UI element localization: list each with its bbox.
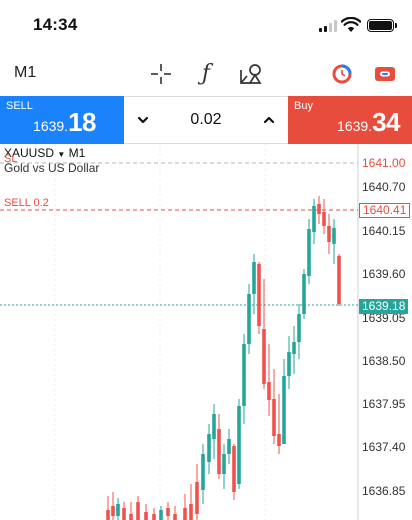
objects-icon[interactable] [238,62,264,86]
symbol-name: XAUUSD [4,146,55,160]
candles [106,196,341,520]
candle-body [277,434,281,446]
sell-order-label: SELL 0.2 [4,197,49,209]
candle-body [222,454,226,474]
symbol-timeframe: M1 [68,146,86,160]
candle-body [242,344,246,406]
candle-body [122,508,126,520]
candle-body [317,204,321,214]
candle-body [252,262,256,294]
price-axis-tick: 1639.05 [362,311,406,325]
volume-control: 0.02 [124,96,288,144]
price-axis-tick: 1640.70 [362,180,406,194]
candle-body [183,508,187,520]
candle-body [322,212,326,226]
cellular-signal-icon [319,20,337,32]
candle-body [237,406,241,484]
price-axis-tick: 1637.40 [362,440,406,454]
caret-down-icon: ▼ [57,150,66,159]
sell-price: 1639.18 [33,107,96,138]
candle-body [217,429,221,474]
buy-price-prefix: 1639. [337,118,373,134]
candle-body [247,294,251,344]
price-axis-tick: 1639.60 [362,267,406,281]
order-price-tag: 1640.41 [359,203,411,218]
price-axis-tick: 1640.15 [362,224,406,238]
buy-price: 1639.34 [337,107,400,138]
candle-body [327,226,331,242]
sell-price-prefix: 1639. [33,118,69,134]
wifi-icon [341,17,361,32]
candle-body [159,510,163,520]
candle-body [297,314,301,342]
candle-body [136,502,140,520]
price-chart[interactable]: XAUUSD ▼ M1 Gold vs US Dollar SL SELL 0.… [0,144,412,520]
candle-body [307,229,311,276]
candle-body [232,446,236,492]
candle-body [116,504,120,516]
buy-button[interactable]: Buy 1639.34 [288,96,412,144]
price-axis-tick: 1636.85 [362,484,406,498]
status-bar: 14:34 [0,0,412,52]
candle-body [166,508,170,516]
candle-body [287,352,291,376]
indicators-icon[interactable]: ƒ [201,61,211,86]
candle-body [212,414,216,439]
status-time: 14:34 [33,15,78,34]
candle-body [106,510,110,520]
volume-decrease-button[interactable] [134,111,152,129]
candle-body [173,514,177,520]
timeframe-selector[interactable]: M1 [14,64,37,81]
account-icon[interactable] [372,62,398,86]
candle-body [227,439,231,454]
order-icon[interactable] [329,62,355,86]
candle-body [267,382,271,400]
crosshair-icon[interactable] [148,62,174,86]
sell-button[interactable]: SELL 1639.18 [0,96,124,144]
chevron-down-icon [137,116,149,124]
candle-body [302,274,306,314]
candle-body [201,454,205,490]
candle-body [144,512,148,520]
candle-body [111,506,115,516]
symbol-info: XAUUSD ▼ M1 [4,146,85,160]
candle-body [272,399,276,436]
chart-canvas[interactable] [0,144,412,520]
chevron-up-icon [263,116,275,124]
candle-body [195,482,199,514]
one-click-trade-panel: SELL 1639.18 0.02 Buy 1639.34 [0,96,412,144]
volume-increase-button[interactable] [260,111,278,129]
candle-body [129,514,133,520]
buy-price-big: 34 [372,107,400,137]
candle-body [337,256,341,304]
candle-body [189,504,193,520]
candle-body [312,206,316,232]
sell-price-big: 18 [68,107,96,137]
symbol-description: Gold vs US Dollar [4,161,100,175]
sell-label: SELL [6,100,33,112]
candle-body [292,342,296,354]
candle-body [257,264,261,326]
bid-price-tag: 1639.18 [359,299,409,314]
chart-toolbar: M1 ƒ [0,52,412,96]
price-axis-tick: 1638.50 [362,354,406,368]
price-axis-tick: 1637.95 [362,397,406,411]
battery-icon [367,19,397,32]
sl-price-tag: 1641.00 [359,156,409,171]
candle-body [207,434,211,462]
buy-label: Buy [294,100,313,112]
candle-body [152,514,156,520]
candle-body [332,228,336,244]
candle-body [262,329,266,384]
volume-value[interactable]: 0.02 [190,111,222,128]
sl-label: SL [4,153,18,165]
candle-body [282,376,286,444]
